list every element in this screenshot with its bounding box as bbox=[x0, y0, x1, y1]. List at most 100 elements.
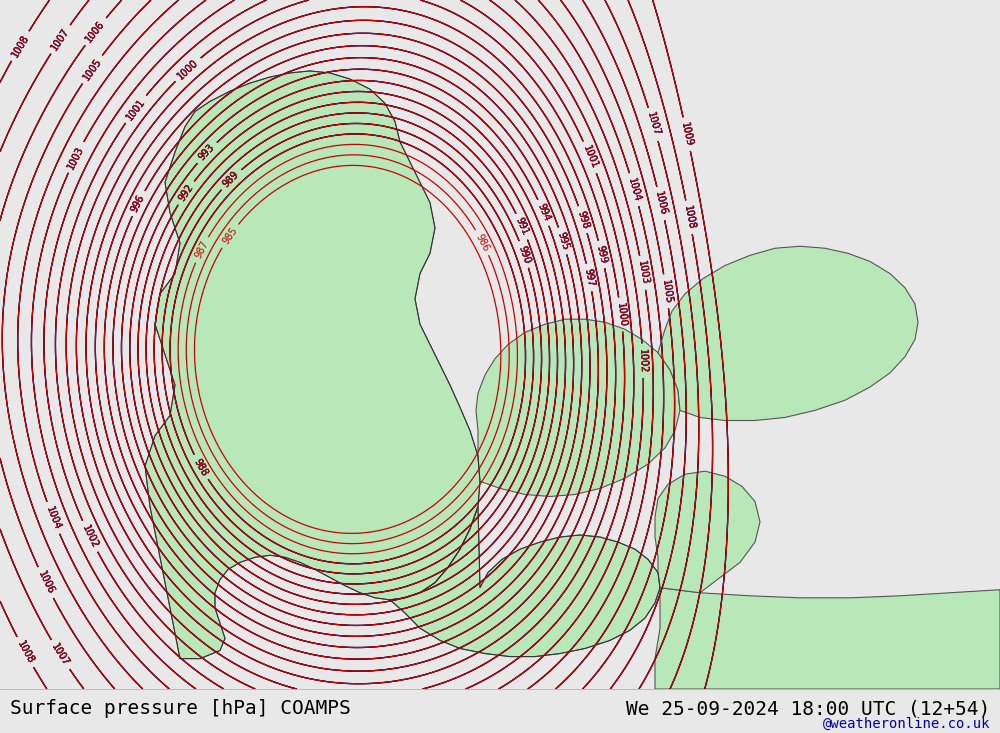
Text: 1001: 1001 bbox=[581, 144, 599, 171]
Text: 996: 996 bbox=[130, 193, 147, 214]
Text: 1000: 1000 bbox=[175, 57, 200, 81]
Text: 1008: 1008 bbox=[682, 205, 696, 230]
Text: 1007: 1007 bbox=[50, 641, 71, 668]
Text: 1005: 1005 bbox=[81, 56, 103, 82]
Text: 989: 989 bbox=[221, 169, 241, 190]
Text: 994: 994 bbox=[535, 202, 552, 223]
Text: 1006: 1006 bbox=[36, 570, 55, 596]
Text: 1007: 1007 bbox=[50, 641, 71, 668]
Text: 1004: 1004 bbox=[44, 505, 62, 531]
Text: Surface pressure [hPa] COAMPS: Surface pressure [hPa] COAMPS bbox=[10, 699, 351, 718]
Text: 1002: 1002 bbox=[80, 523, 100, 550]
Text: 1007: 1007 bbox=[50, 641, 71, 668]
Text: 1000: 1000 bbox=[614, 302, 627, 327]
Text: 1005: 1005 bbox=[660, 279, 673, 304]
Text: 990: 990 bbox=[516, 244, 532, 265]
Text: 1006: 1006 bbox=[84, 18, 107, 44]
Text: 997: 997 bbox=[582, 268, 596, 287]
Text: 1003: 1003 bbox=[636, 260, 650, 286]
Text: 1000: 1000 bbox=[175, 57, 200, 81]
Text: 1009: 1009 bbox=[679, 121, 694, 147]
Text: @weatheronline.co.uk: @weatheronline.co.uk bbox=[822, 717, 990, 731]
Text: 1002: 1002 bbox=[80, 523, 100, 550]
Text: 996: 996 bbox=[130, 193, 147, 214]
Text: 1000: 1000 bbox=[175, 57, 200, 81]
Text: 992: 992 bbox=[177, 183, 195, 203]
Text: 1008: 1008 bbox=[15, 639, 35, 666]
Text: 993: 993 bbox=[197, 142, 217, 163]
Text: 1007: 1007 bbox=[645, 111, 662, 138]
Text: 1006: 1006 bbox=[653, 191, 669, 216]
Text: 999: 999 bbox=[595, 244, 609, 265]
Text: 1007: 1007 bbox=[645, 111, 662, 138]
Polygon shape bbox=[0, 0, 1000, 689]
Text: 1008: 1008 bbox=[682, 205, 696, 230]
Text: We 25-09-2024 18:00 UTC (12+54): We 25-09-2024 18:00 UTC (12+54) bbox=[626, 699, 990, 718]
Text: 998: 998 bbox=[575, 209, 590, 230]
Text: 1001: 1001 bbox=[124, 96, 147, 122]
Text: 1002: 1002 bbox=[80, 523, 100, 550]
Text: 1005: 1005 bbox=[660, 279, 673, 304]
Text: 1005: 1005 bbox=[81, 56, 103, 82]
Text: 995: 995 bbox=[555, 231, 570, 251]
Text: 993: 993 bbox=[197, 142, 217, 163]
Text: 1008: 1008 bbox=[10, 33, 31, 59]
Text: 1004: 1004 bbox=[44, 505, 62, 531]
Text: 1000: 1000 bbox=[614, 302, 627, 327]
Text: 991: 991 bbox=[514, 216, 530, 237]
Text: 991: 991 bbox=[514, 216, 530, 237]
Text: 986: 986 bbox=[474, 232, 491, 253]
Text: 1004: 1004 bbox=[626, 177, 642, 203]
Text: 996: 996 bbox=[130, 193, 147, 214]
Text: 999: 999 bbox=[595, 244, 609, 265]
Text: 1003: 1003 bbox=[66, 144, 86, 170]
Text: 1003: 1003 bbox=[636, 260, 650, 286]
Text: 1007: 1007 bbox=[49, 26, 71, 52]
Text: 1003: 1003 bbox=[66, 144, 86, 170]
Polygon shape bbox=[658, 246, 918, 421]
Text: 988: 988 bbox=[192, 457, 210, 477]
Text: 997: 997 bbox=[582, 268, 596, 287]
Text: 1009: 1009 bbox=[679, 121, 694, 147]
Text: 1007: 1007 bbox=[645, 111, 662, 138]
Text: 1004: 1004 bbox=[626, 177, 642, 203]
Text: 991: 991 bbox=[514, 216, 530, 237]
Text: 999: 999 bbox=[595, 244, 609, 265]
Text: 1001: 1001 bbox=[124, 96, 147, 122]
Text: 1006: 1006 bbox=[84, 18, 107, 44]
Text: 995: 995 bbox=[555, 231, 570, 251]
Text: 1006: 1006 bbox=[36, 570, 55, 596]
Text: 987: 987 bbox=[193, 239, 210, 260]
Text: 1002: 1002 bbox=[637, 348, 648, 373]
Text: 1000: 1000 bbox=[614, 302, 627, 327]
Text: 995: 995 bbox=[555, 231, 570, 251]
Polygon shape bbox=[655, 471, 760, 593]
Text: 1006: 1006 bbox=[653, 191, 669, 216]
Text: 1007: 1007 bbox=[49, 26, 71, 52]
Text: 1002: 1002 bbox=[637, 348, 648, 373]
Text: 1003: 1003 bbox=[66, 144, 86, 170]
Text: 993: 993 bbox=[197, 142, 217, 163]
Text: 1001: 1001 bbox=[124, 96, 147, 122]
Text: 989: 989 bbox=[221, 169, 241, 190]
Text: 1007: 1007 bbox=[49, 26, 71, 52]
Text: 988: 988 bbox=[192, 457, 210, 477]
Text: 1009: 1009 bbox=[679, 121, 694, 147]
Text: 1008: 1008 bbox=[15, 639, 35, 666]
Text: 998: 998 bbox=[575, 209, 590, 230]
Text: 1005: 1005 bbox=[81, 56, 103, 82]
Text: 992: 992 bbox=[177, 183, 195, 203]
Polygon shape bbox=[655, 588, 1000, 689]
Text: 1008: 1008 bbox=[15, 639, 35, 666]
Text: 990: 990 bbox=[516, 244, 532, 265]
Text: 1008: 1008 bbox=[10, 33, 31, 59]
Text: 1001: 1001 bbox=[581, 144, 599, 171]
Text: 1001: 1001 bbox=[581, 144, 599, 171]
Text: 994: 994 bbox=[535, 202, 552, 223]
Text: 989: 989 bbox=[221, 169, 241, 190]
Text: 1005: 1005 bbox=[660, 279, 673, 304]
Polygon shape bbox=[145, 71, 480, 659]
Text: 1006: 1006 bbox=[84, 18, 107, 44]
Polygon shape bbox=[390, 507, 660, 657]
Text: 997: 997 bbox=[582, 268, 596, 287]
